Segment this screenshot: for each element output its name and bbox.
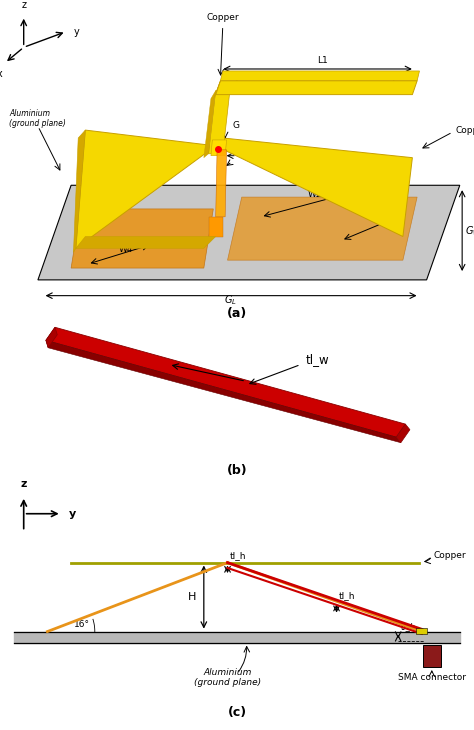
Bar: [416, 629, 427, 634]
Text: tl_w: tl_w: [239, 149, 257, 158]
Polygon shape: [396, 424, 410, 442]
Polygon shape: [209, 91, 230, 154]
Text: (b): (b): [227, 464, 247, 477]
Text: tl_h: tl_h: [230, 551, 246, 560]
Text: x: x: [0, 69, 3, 79]
Text: tl_h: tl_h: [401, 623, 416, 631]
Text: y: y: [69, 509, 76, 519]
Polygon shape: [216, 150, 227, 217]
Text: W4: W4: [118, 245, 133, 254]
Polygon shape: [213, 81, 220, 99]
Polygon shape: [216, 138, 412, 237]
Text: H: H: [188, 592, 197, 602]
Polygon shape: [71, 209, 213, 268]
Text: W1: W1: [123, 158, 138, 168]
Polygon shape: [76, 130, 216, 248]
Polygon shape: [73, 130, 85, 253]
Text: tl_w: tl_w: [305, 353, 329, 366]
Polygon shape: [216, 81, 417, 95]
Text: z: z: [20, 480, 27, 489]
Polygon shape: [209, 217, 223, 237]
Text: W2: W2: [308, 190, 323, 199]
Text: Copper: Copper: [207, 12, 239, 22]
Polygon shape: [46, 340, 401, 442]
Polygon shape: [38, 185, 460, 280]
Polygon shape: [220, 71, 419, 81]
Polygon shape: [204, 91, 216, 158]
Polygon shape: [46, 327, 405, 437]
Polygon shape: [76, 237, 216, 248]
Text: z: z: [21, 0, 26, 10]
Text: Copper: Copper: [455, 126, 474, 134]
Text: L2: L2: [313, 71, 323, 80]
Text: 16°: 16°: [73, 620, 90, 629]
Text: L1: L1: [318, 56, 328, 65]
Polygon shape: [46, 327, 57, 347]
Text: (c): (c): [228, 706, 246, 719]
Text: SMA connector: SMA connector: [398, 674, 466, 683]
Text: Copper: Copper: [434, 551, 466, 561]
Text: $G_L$: $G_L$: [224, 293, 237, 307]
Text: $G_W$: $G_W$: [465, 223, 474, 237]
Text: G: G: [232, 121, 239, 130]
Bar: [423, 645, 441, 667]
Polygon shape: [228, 197, 417, 260]
Text: Aluminium
(ground plane): Aluminium (ground plane): [9, 109, 66, 128]
Text: W3: W3: [379, 218, 394, 227]
Polygon shape: [211, 140, 227, 155]
Text: Aluminium
(ground plane): Aluminium (ground plane): [194, 667, 261, 687]
Text: tl_h: tl_h: [339, 591, 356, 600]
Text: y: y: [73, 26, 79, 36]
Text: (a): (a): [227, 307, 247, 320]
